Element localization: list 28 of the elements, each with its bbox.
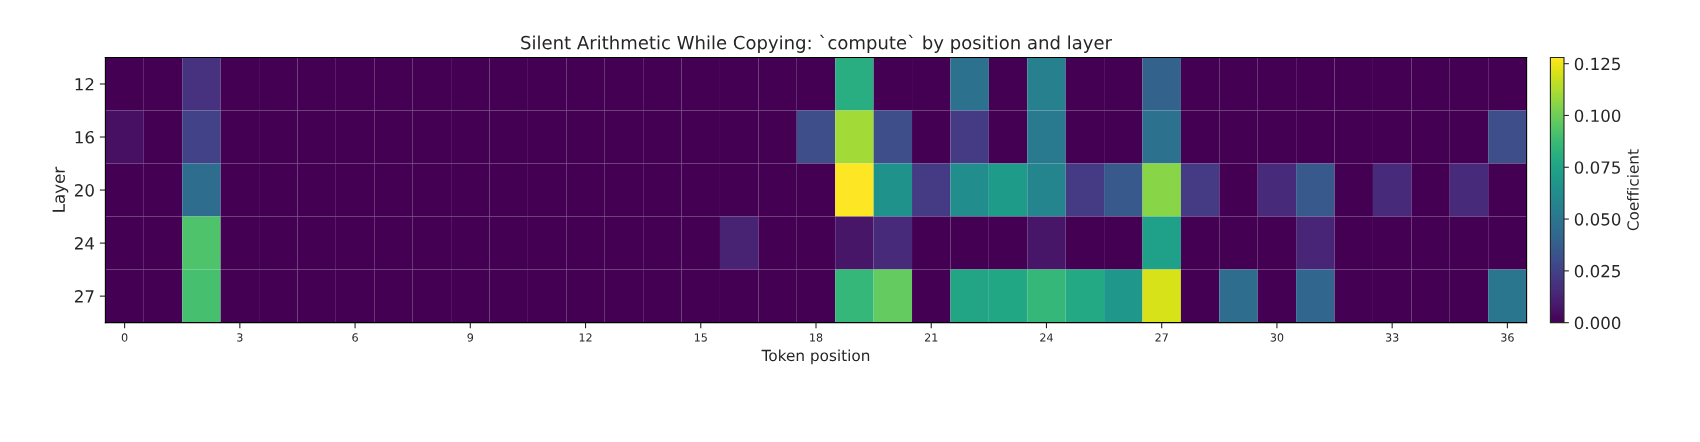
x-tick-label: 27 [1155, 333, 1168, 342]
color-bar-label: 0.125 [1574, 57, 1620, 71]
y-axis-title: Layer [52, 166, 69, 212]
color-bar-label: 0.050 [1574, 213, 1621, 226]
y-tick-label: 24 [75, 237, 95, 250]
color-bar-title: Coefficient [1626, 149, 1639, 231]
x-tick-label: 12 [579, 333, 592, 342]
y-tick-label: 27 [75, 290, 94, 303]
x-tick-label: 24 [1040, 333, 1053, 342]
chart-title: Silent Arithmetic While Copying: `compute` by position and layer [521, 34, 1112, 53]
color-bar-label: 0.100 [1574, 109, 1621, 123]
x-tick-label: 6 [352, 333, 358, 342]
x-tick-label: 30 [1270, 333, 1284, 342]
x-tick-label: 36 [1501, 333, 1514, 342]
x-tick-label: 21 [924, 333, 938, 342]
x-axis-title: Token position [761, 349, 870, 365]
x-tick-label: 33 [1385, 333, 1399, 342]
x-tick-label: 9 [467, 333, 474, 342]
y-tick-label: 16 [75, 130, 94, 144]
x-tick-label: 15 [694, 333, 707, 342]
x-tick-label: 3 [237, 333, 243, 342]
color-bar-label: 0.025 [1574, 264, 1620, 278]
y-tick-label: 20 [75, 184, 94, 197]
x-tick-label: 0 [121, 333, 128, 342]
x-tick-label: 18 [810, 333, 823, 342]
color-bar-label: 0.075 [1574, 161, 1620, 174]
color-bar-label: 0.000 [1574, 316, 1621, 330]
y-tick-label: 12 [75, 77, 94, 91]
